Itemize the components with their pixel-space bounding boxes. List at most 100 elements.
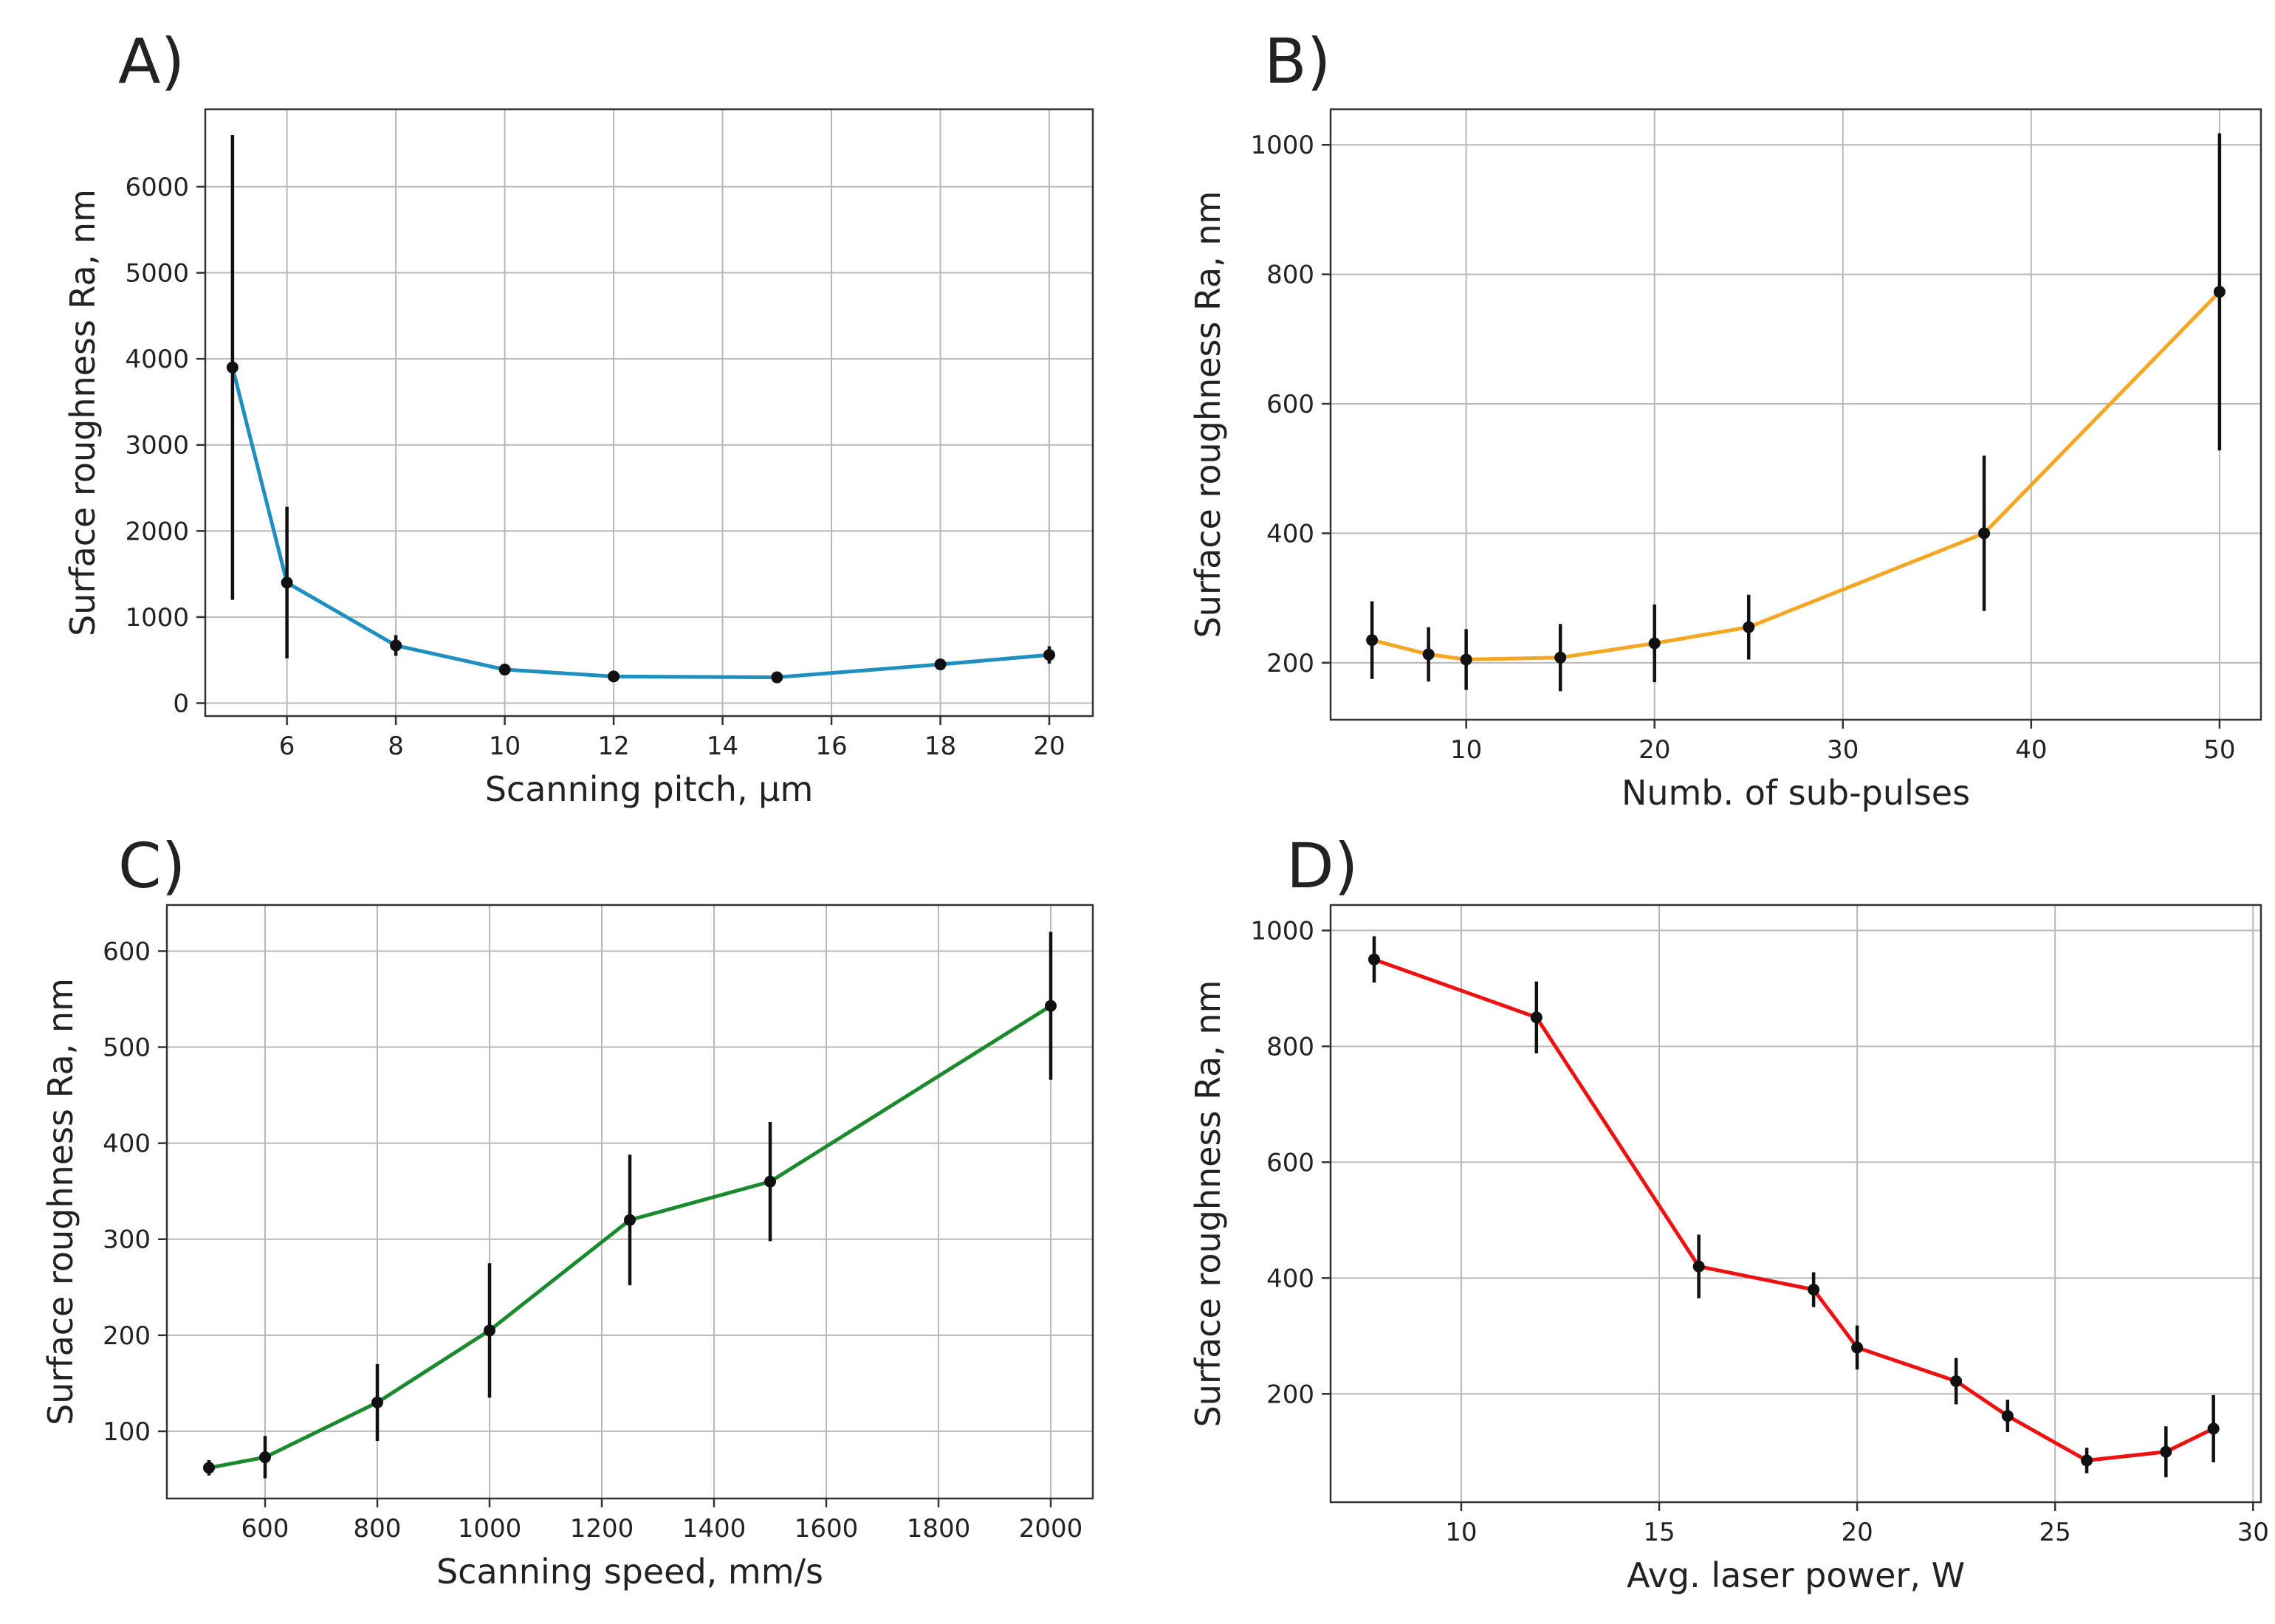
- data-point-c: [624, 1214, 636, 1226]
- x-tick-label-b: 50: [2203, 735, 2235, 765]
- y-tick-label-c: 200: [103, 1321, 151, 1351]
- data-point-c: [484, 1324, 495, 1337]
- y-tick-label-d: 800: [1266, 1032, 1314, 1062]
- y-tick-label-a: 6000: [125, 173, 189, 202]
- chart-panel-b: B) 10 20 30 40 50 200 400 600 800 1000 Numb. of s…: [1188, 25, 2262, 813]
- data-point-a: [226, 361, 239, 374]
- data-point-b: [1366, 634, 1379, 647]
- grid-a: [205, 109, 1093, 716]
- y-tick-label-a: 1000: [125, 603, 189, 633]
- plot-frame-a: [204, 108, 1094, 718]
- x-tick-label-a: 6: [279, 732, 295, 761]
- y-tick-label-a: 4000: [125, 345, 189, 374]
- panel-label-c: C): [118, 830, 185, 902]
- y-tick-label-a: 0: [173, 689, 189, 719]
- y-tick-label-c: 500: [103, 1033, 151, 1063]
- series-d: [1368, 936, 2220, 1478]
- data-point-a: [390, 639, 402, 652]
- y-tick-label-d: 1000: [1250, 917, 1314, 946]
- series-b: [1366, 133, 2226, 692]
- x-axis-label-a: Scanning pitch, µm: [485, 769, 814, 809]
- ticks-b: 10 20 30 40 50 200 400 600 800 1000: [1250, 131, 2235, 765]
- data-point-a: [498, 664, 511, 676]
- data-point-b: [2213, 286, 2226, 298]
- x-tick-label-c: 1800: [907, 1514, 971, 1544]
- x-tick-label-c: 1400: [682, 1514, 747, 1544]
- y-tick-label-b: 800: [1266, 261, 1314, 290]
- panel-label-d: D): [1286, 830, 1358, 902]
- data-point-b: [1422, 648, 1435, 661]
- x-tick-label-c: 1000: [458, 1514, 522, 1544]
- ticks-c: 600 800 1000 1200 1400 1600 1800 2000 100 200 300 4…: [103, 937, 1082, 1544]
- y-tick-label-c: 600: [103, 937, 151, 966]
- plot-frame-b: [1329, 108, 2262, 721]
- grid-d: [1331, 905, 2261, 1502]
- x-tick-label-a: 10: [489, 732, 521, 761]
- series-line-a: [230, 367, 1050, 679]
- data-point-d: [1368, 953, 1380, 966]
- data-point-d: [2160, 1445, 2172, 1458]
- data-point-c: [1045, 999, 1057, 1012]
- data-point-d: [1851, 1341, 1864, 1354]
- x-tick-label-c: 1600: [795, 1514, 859, 1544]
- grid-c: [167, 905, 1093, 1499]
- y-tick-label-a: 5000: [125, 259, 189, 289]
- y-tick-label-b: 200: [1266, 649, 1314, 678]
- y-tick-label-b: 1000: [1250, 131, 1314, 160]
- x-tick-label-c: 2000: [1019, 1514, 1083, 1544]
- x-tick-label-d: 10: [1445, 1518, 1477, 1547]
- x-tick-label-c: 600: [241, 1514, 289, 1544]
- plot-frame-c: [165, 904, 1094, 1500]
- x-tick-label-a: 8: [388, 732, 404, 761]
- x-tick-label-c: 1200: [570, 1514, 634, 1544]
- x-tick-label-a: 20: [1033, 732, 1065, 761]
- data-point-d: [1692, 1260, 1705, 1273]
- data-point-d: [2001, 1410, 2014, 1422]
- x-tick-label-d: 25: [2039, 1518, 2071, 1547]
- data-point-d: [2081, 1454, 2093, 1467]
- series-line-b: [1371, 290, 2221, 661]
- ticks-a: 6 8 10 12 14 16 18 20 0 1000 2000 3000 4000 5000 6000: [125, 173, 1065, 761]
- x-tick-label-c: 800: [354, 1514, 402, 1544]
- x-tick-label-b: 10: [1450, 735, 1482, 765]
- panel-label-b: B): [1264, 25, 1331, 97]
- data-point-d: [1808, 1284, 1820, 1296]
- x-tick-label-d: 20: [1841, 1518, 1873, 1547]
- x-tick-label-d: 30: [2237, 1518, 2269, 1547]
- data-point-a: [281, 577, 293, 589]
- x-tick-label-b: 20: [1639, 735, 1670, 765]
- x-axis-label-d: Avg. laser power, W: [1627, 1555, 1965, 1595]
- x-tick-label-a: 18: [924, 732, 956, 761]
- data-point-b: [1978, 527, 1991, 540]
- data-point-d: [1530, 1011, 1543, 1024]
- series-line-d: [1373, 957, 2214, 1462]
- panel-label-a: A): [118, 25, 185, 97]
- data-point-d: [2207, 1422, 2220, 1435]
- y-tick-label-c: 300: [103, 1225, 151, 1255]
- chart-panel-a: A) 6 8 10 12 14 16 18 20 0 1000 2000 3000 4000 5000 60…: [63, 25, 1094, 809]
- x-tick-label-a: 16: [815, 732, 847, 761]
- data-point-a: [1043, 649, 1056, 661]
- y-tick-label-d: 200: [1266, 1380, 1314, 1409]
- data-point-c: [371, 1396, 383, 1408]
- data-point-c: [764, 1175, 776, 1188]
- ticks-d: 10 15 20 25 30 200 400 600 800 1000: [1250, 917, 2268, 1547]
- data-point-c: [203, 1462, 215, 1474]
- data-point-c: [259, 1451, 271, 1464]
- y-tick-label-b: 400: [1266, 519, 1314, 548]
- data-point-b: [1648, 637, 1661, 650]
- x-axis-label-c: Scanning speed, mm/s: [436, 1552, 823, 1592]
- y-tick-label-a: 3000: [125, 431, 189, 461]
- y-axis-label-a: Surface roughness Ra, nm: [63, 189, 103, 636]
- grid-b: [1331, 109, 2261, 720]
- plot-frame-d: [1329, 904, 2262, 1504]
- y-axis-label-b: Surface roughness Ra, nm: [1188, 191, 1228, 639]
- data-point-b: [1460, 653, 1472, 666]
- y-tick-label-c: 100: [103, 1417, 151, 1447]
- x-tick-label-a: 14: [707, 732, 738, 761]
- x-tick-label-b: 40: [2015, 735, 2047, 765]
- y-tick-label-d: 400: [1266, 1264, 1314, 1293]
- y-axis-label-d: Surface roughness Ra, nm: [1188, 980, 1228, 1428]
- x-axis-label-b: Numb. of sub-pulses: [1622, 773, 1970, 813]
